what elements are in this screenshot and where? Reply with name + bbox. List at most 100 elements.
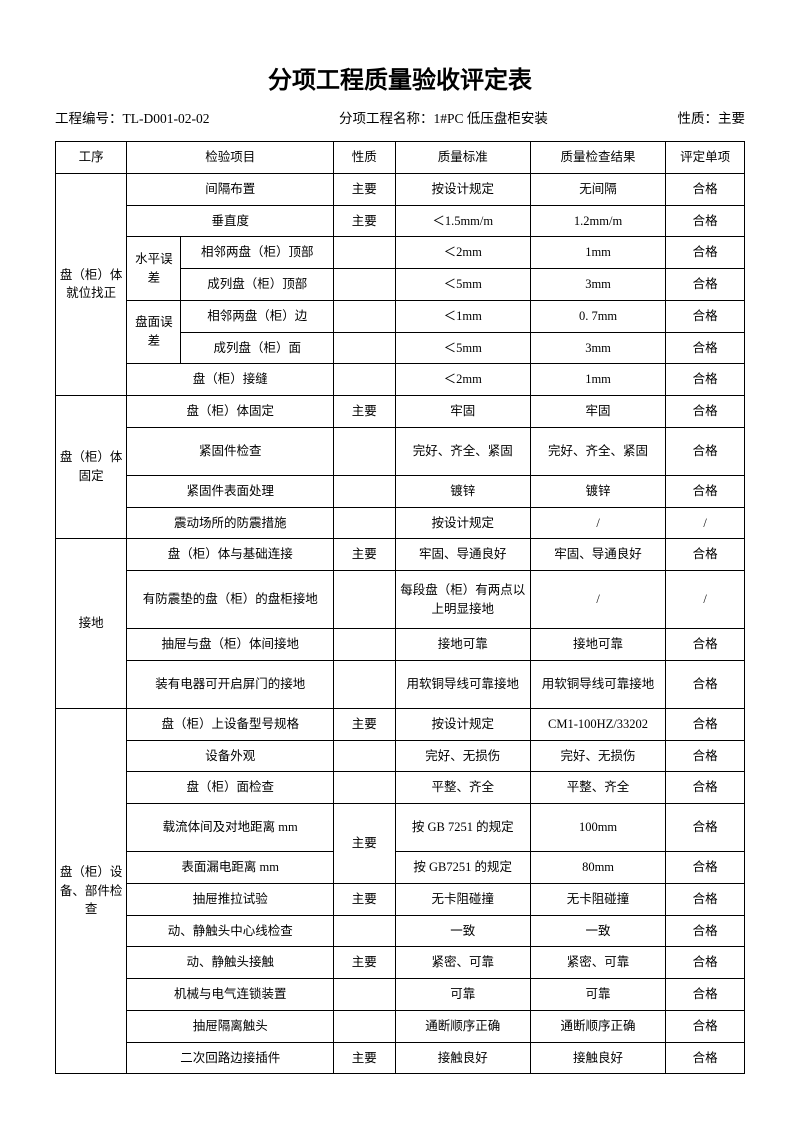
cell [334,979,396,1011]
project-no-label: 工程编号： [55,111,123,126]
cell [334,1010,396,1042]
cell [334,300,396,332]
cell: 完好、无损伤 [395,740,530,772]
cell: 合格 [666,205,745,237]
cell [334,332,396,364]
sub-name-value: 1#PC 低压盘柜安装 [434,111,548,126]
cell: 按设计规定 [395,708,530,740]
cell: 紧密、可靠 [530,947,665,979]
cell: 按 GB 7251 的规定 [395,804,530,852]
cell: 盘（柜）体固定 [127,396,334,428]
cell: 每段盘（柜）有两点以上明显接地 [395,571,530,629]
cell: 无卡阻碰撞 [395,883,530,915]
cell [334,740,396,772]
cell: 成列盘（柜）面 [181,332,334,364]
table-row: 二次回路边接插件 主要 接触良好 接触良好 合格 [56,1042,745,1074]
cell: 用软铜导线可靠接地 [530,660,665,708]
cell: ＜1.5mm/m [395,205,530,237]
cell: ＜1mm [395,300,530,332]
table-row: 震动场所的防震措施 按设计规定 / / [56,507,745,539]
cell: ＜2mm [395,237,530,269]
table-row: 设备外观 完好、无损伤 完好、无损伤 合格 [56,740,745,772]
cell: 二次回路边接插件 [127,1042,334,1074]
group2-name: 盘（柜）体固定 [56,396,127,539]
project-no: 工程编号：TL-D001-02-02 [55,107,209,127]
table-row: 动、静触头接触 主要 紧密、可靠 紧密、可靠 合格 [56,947,745,979]
cell: 主要 [334,173,396,205]
cell: 盘（柜）面检查 [127,772,334,804]
cell: 合格 [666,804,745,852]
cell: 0. 7mm [530,300,665,332]
cell: 动、静触头中心线检查 [127,915,334,947]
cell: 合格 [666,427,745,475]
table-row: 表面漏电距离 mm 按 GB7251 的规定 80mm 合格 [56,852,745,884]
cell: 合格 [666,772,745,804]
cell: 平整、齐全 [395,772,530,804]
cell: 动、静触头接触 [127,947,334,979]
table-row: 装有电器可开启屏门的接地 用软铜导线可靠接地 用软铜导线可靠接地 合格 [56,660,745,708]
cell: 合格 [666,173,745,205]
cell: 按 GB7251 的规定 [395,852,530,884]
cell [334,772,396,804]
project-no-value: TL-D001-02-02 [123,111,210,126]
cell: / [530,507,665,539]
sub-surf: 盘面误差 [127,300,181,364]
cell: 3mm [530,332,665,364]
cell: 完好、齐全、紧固 [530,427,665,475]
header-line: 工程编号：TL-D001-02-02 分项工程名称：1#PC 低压盘柜安装 性质… [55,107,745,127]
cell: / [666,507,745,539]
group3-name: 接地 [56,539,127,709]
cell: 牢固 [395,396,530,428]
table-row: 盘面误差 相邻两盘（柜）边 ＜1mm 0. 7mm 合格 [56,300,745,332]
cell: 通断顺序正确 [395,1010,530,1042]
cell: 装有电器可开启屏门的接地 [127,660,334,708]
table-row: 有防震垫的盘（柜）的盘柜接地 每段盘（柜）有两点以上明显接地 / / [56,571,745,629]
cell: 按设计规定 [395,507,530,539]
cell: 主要 [334,947,396,979]
cell: 牢固 [530,396,665,428]
cell: 相邻两盘（柜）顶部 [181,237,334,269]
cell: 合格 [666,1042,745,1074]
table-row: 盘（柜）设备、部件检查 盘（柜）上设备型号规格 主要 按设计规定 CM1-100… [56,708,745,740]
table-row: 接地 盘（柜）体与基础连接 主要 牢固、导通良好 牢固、导通良好 合格 [56,539,745,571]
cell: 设备外观 [127,740,334,772]
cell: 100mm [530,804,665,852]
cell: 3mm [530,269,665,301]
cell: 主要 [334,1042,396,1074]
cell: 抽屉与盘（柜）体间接地 [127,629,334,661]
cell: / [666,571,745,629]
cell: 可靠 [530,979,665,1011]
cell: 接触良好 [395,1042,530,1074]
cell: 主要 [334,708,396,740]
cell: 合格 [666,740,745,772]
cell: 主要 [334,396,396,428]
cell: 80mm [530,852,665,884]
cell: 盘（柜）体与基础连接 [127,539,334,571]
cell: 接地可靠 [530,629,665,661]
nature-label: 性质： [678,111,719,126]
table-row: 盘（柜）体就位找正 间隔布置 主要 按设计规定 无间隔 合格 [56,173,745,205]
cell: 接地可靠 [395,629,530,661]
cell: 完好、无损伤 [530,740,665,772]
cell: 平整、齐全 [530,772,665,804]
cell: 合格 [666,396,745,428]
cell: 抽屉推拉试验 [127,883,334,915]
cell: 合格 [666,237,745,269]
cell: 无间隔 [530,173,665,205]
cell: 合格 [666,1010,745,1042]
cell: 间隔布置 [127,173,334,205]
cell: 1mm [530,364,665,396]
table-row: 抽屉推拉试验 主要 无卡阻碰撞 无卡阻碰撞 合格 [56,883,745,915]
cell: 合格 [666,269,745,301]
cell [334,629,396,661]
cell: 震动场所的防震措施 [127,507,334,539]
cell [334,237,396,269]
cell [334,427,396,475]
sub-name-label: 分项工程名称： [339,111,434,126]
cell: 主要 [334,205,396,237]
cell: 机械与电气连锁装置 [127,979,334,1011]
col-item: 检验项目 [127,142,334,174]
cell: 通断顺序正确 [530,1010,665,1042]
cell: 镀锌 [530,475,665,507]
table-row: 紧固件检查 完好、齐全、紧固 完好、齐全、紧固 合格 [56,427,745,475]
